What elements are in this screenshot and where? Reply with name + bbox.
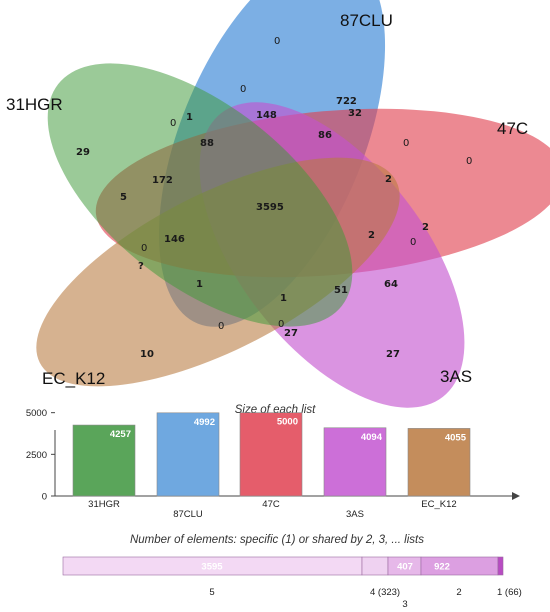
shared-chart: Number of elements: specific (1) or shar… <box>62 534 522 610</box>
region-value: 64 <box>384 279 398 290</box>
region-value: 2 <box>422 222 429 233</box>
shared-chart-title: Number of elements: specific (1) or shar… <box>130 534 424 546</box>
shared-tick-label: 4 (323) <box>370 587 400 598</box>
venn-label-87clu: 87CLU <box>340 11 393 30</box>
region-value: 1 <box>186 112 193 123</box>
segment-value-label: 407 <box>397 562 413 573</box>
segment-value-label: 3595 <box>201 562 223 573</box>
venn-label-31hgr: 31HGR <box>6 95 63 114</box>
region-value: 0 <box>240 84 246 95</box>
region-value: 2 <box>385 174 392 185</box>
region-value: 146 <box>164 234 185 245</box>
shared-tick-label: 2 <box>456 587 461 598</box>
bar-3as <box>323 427 387 497</box>
region-value: 0 <box>278 319 284 330</box>
venn-label-ec-k12: EC_K12 <box>42 369 105 388</box>
region-value: 0 <box>410 237 416 248</box>
region-value: 5 <box>120 192 127 203</box>
bar-value-label: 4257 <box>110 429 131 440</box>
region-value: 86 <box>318 130 332 141</box>
venn-ellipses <box>36 0 550 408</box>
x-tick-label: EC_K12 <box>421 499 456 510</box>
venn-region-values: 0 0 722 32 148 86 1 0 88 0 0 29 172 3595… <box>76 36 472 360</box>
region-value: 0 <box>218 321 224 332</box>
bar-47c <box>239 412 303 497</box>
segment-value-label: 922 <box>434 562 450 573</box>
region-value: 10 <box>140 349 154 360</box>
bar-value-label: 4094 <box>361 432 383 443</box>
region-value: 0 <box>403 138 409 149</box>
shared-segment-2 <box>420 556 499 576</box>
bar-31hgr <box>72 424 136 497</box>
venn-set-31hgr <box>47 63 353 327</box>
region-value: 27 <box>386 349 400 360</box>
bar-value-label: 4992 <box>194 417 215 428</box>
shared-segment-4 <box>361 556 389 576</box>
bar-value-label: 5000 <box>277 417 298 428</box>
region-value: 2 <box>368 230 375 241</box>
region-value: 148 <box>256 110 277 121</box>
shared-tick-label: 3 <box>402 599 407 610</box>
region-value: 27 <box>284 328 298 339</box>
region-value: 722 <box>336 96 357 107</box>
shared-tick-label: 5 <box>209 587 214 598</box>
region-value: 0 <box>274 36 280 47</box>
x-tick-label: 3AS <box>346 509 364 520</box>
y-tick-label: 2500 <box>26 450 47 461</box>
venn-label-3as: 3AS <box>440 367 472 386</box>
bar-87clu <box>156 412 220 497</box>
x-tick-label: 31HGR <box>88 499 120 510</box>
region-value: 1 <box>196 279 203 290</box>
x-tick-label: 87CLU <box>173 509 203 520</box>
region-value: 0 <box>466 156 472 167</box>
shared-segment-1 <box>497 556 504 576</box>
venn-label-47c: 47C <box>497 119 528 138</box>
region-value: 32 <box>348 108 362 119</box>
region-value: 0 <box>170 118 176 129</box>
bar-ec-k12 <box>407 428 471 497</box>
region-value: 1 <box>280 293 287 304</box>
x-tick-label: 47C <box>262 499 280 510</box>
region-value: 0 <box>141 243 147 254</box>
region-value: 88 <box>200 138 214 149</box>
shared-tick-label: 1 (66) <box>497 587 522 598</box>
x-axis-arrow-icon <box>512 492 520 500</box>
bar-value-label: 4055 <box>445 432 467 443</box>
y-tick-label: 0 <box>42 492 47 503</box>
region-value: 51 <box>334 285 348 296</box>
region-value: ? <box>138 261 144 272</box>
region-value: 3595 <box>256 202 284 213</box>
region-value: 172 <box>152 175 173 186</box>
y-tick-label: 5000 <box>26 408 47 419</box>
region-value: 29 <box>76 147 90 158</box>
